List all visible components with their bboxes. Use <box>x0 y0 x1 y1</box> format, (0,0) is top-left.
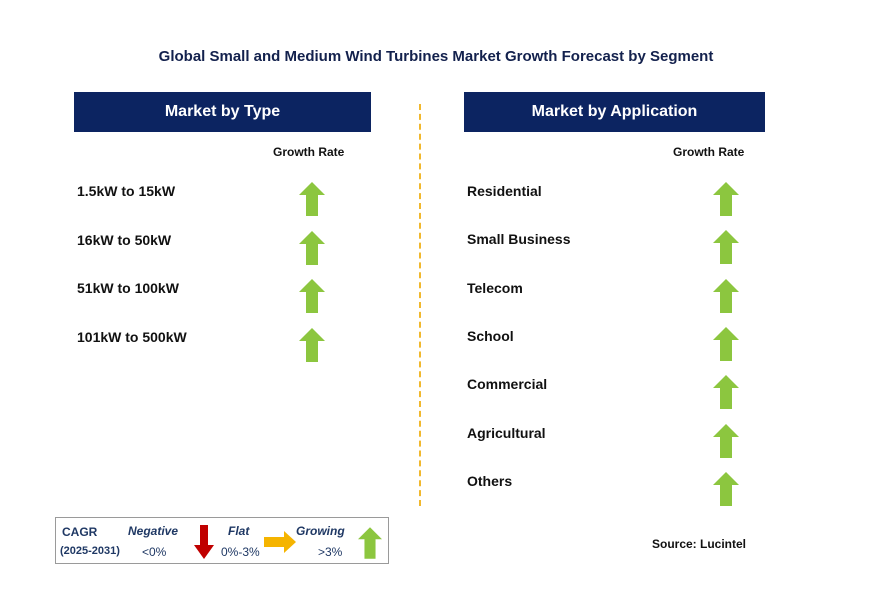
segment-label: Small Business <box>467 231 571 248</box>
growth-arrow-icon <box>713 471 739 506</box>
legend-period-label: (2025-2031) <box>60 545 120 557</box>
panel-divider <box>419 104 421 506</box>
market-by-type-header: Market by Type <box>74 92 371 132</box>
segment-label: Others <box>467 472 513 489</box>
page-title: Global Small and Medium Wind Turbines Ma… <box>158 48 714 65</box>
growth-arrow-icon <box>299 327 325 362</box>
type-growth-rate-label: Growth Rate <box>273 145 345 159</box>
segment-label: 101kW to 500kW <box>77 328 187 345</box>
legend-flat-range: 0%-3% <box>221 545 260 559</box>
up-arrow-icon <box>358 527 382 559</box>
segment-label: Agricultural <box>467 424 546 441</box>
growth-arrow-icon <box>713 375 739 410</box>
segment-label: 16kW to 50kW <box>77 231 172 248</box>
segment-label: School <box>467 327 514 344</box>
market-by-application-header: Market by Application <box>464 92 765 132</box>
legend-negative-range: <0% <box>142 545 167 559</box>
application-growth-rate-label: Growth Rate <box>673 145 745 159</box>
growth-arrow-icon <box>713 278 739 313</box>
down-arrow-icon <box>194 525 214 559</box>
legend-flat-label: Flat <box>228 524 250 538</box>
growth-arrow-icon <box>299 230 325 265</box>
legend-growing-range: >3% <box>318 545 343 559</box>
segment-label: Telecom <box>467 279 523 296</box>
growth-arrow-icon <box>713 326 739 361</box>
segment-label: Residential <box>467 183 542 199</box>
cagr-legend: CAGR (2025-2031) Negative <0% Flat 0%-3%… <box>55 517 389 564</box>
segment-label: 1.5kW to 15kW <box>77 183 176 199</box>
growth-arrow-icon <box>299 182 325 216</box>
right-arrow-icon <box>264 531 296 553</box>
growth-arrow-icon <box>299 279 325 313</box>
growth-arrow-icon <box>713 423 739 458</box>
legend-growing-label: Growing <box>296 524 345 538</box>
segment-label: Commercial <box>467 376 548 393</box>
legend-negative-label: Negative <box>128 524 179 538</box>
growth-arrow-icon <box>713 182 739 216</box>
source-note: Source: Lucintel <box>652 537 747 551</box>
segment-label: 51kW to 100kW <box>77 280 179 296</box>
legend-cagr-label: CAGR <box>62 525 98 539</box>
growth-arrow-icon <box>713 230 739 265</box>
